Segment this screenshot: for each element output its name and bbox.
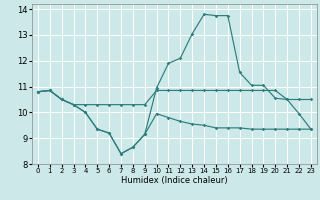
X-axis label: Humidex (Indice chaleur): Humidex (Indice chaleur) <box>121 176 228 185</box>
